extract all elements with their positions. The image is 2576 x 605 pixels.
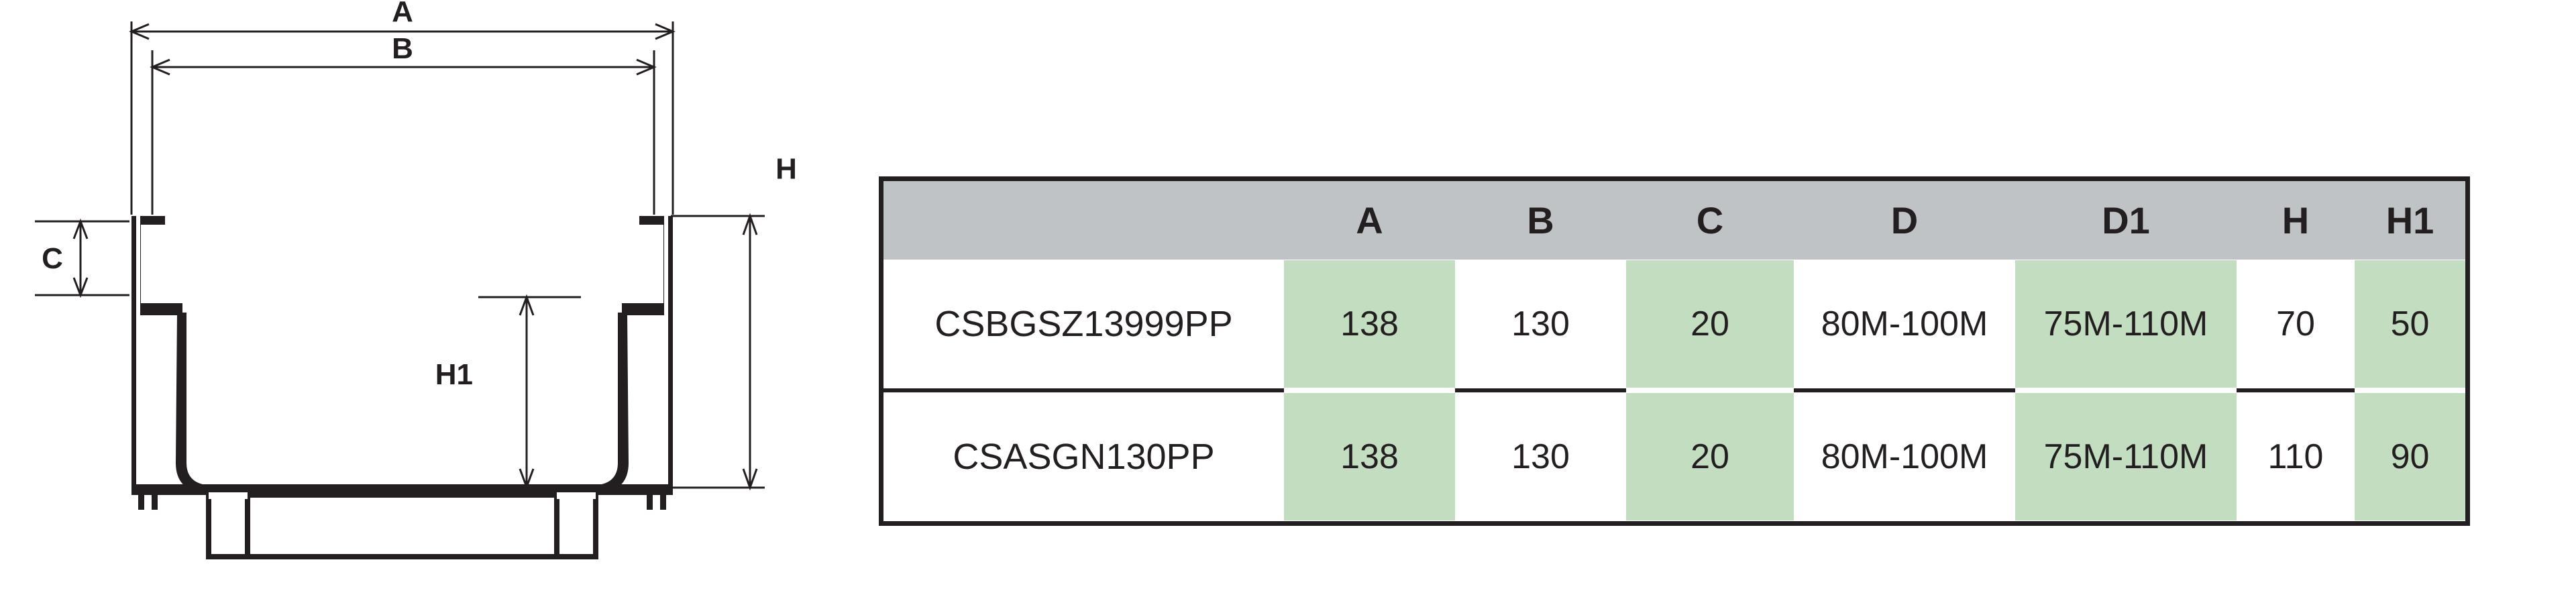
column-header-b: B [1455, 181, 1626, 260]
cell-a: 138 [1284, 390, 1455, 521]
column-header-a: A [1284, 181, 1455, 260]
dimension-line-b [150, 58, 657, 76]
table-row: CSBGSZ13999PP 138 130 20 80M-100M 75M-11… [883, 260, 2465, 390]
cell-d: 80M-100M [1794, 388, 2015, 521]
dimension-table: A B C D D1 H H1 CSBGSZ13999PP 138 130 20… [883, 181, 2465, 521]
base-foot-tab [138, 495, 144, 510]
dimension-label-a: A [392, 0, 413, 28]
cell-b-value: 130 [1455, 393, 1626, 520]
dimension-line-h [671, 213, 765, 491]
dimension-table-panel: A B C D D1 H H1 CSBGSZ13999PP 138 130 20… [879, 176, 2470, 526]
cell-model: CSBGSZ13999PP [883, 260, 1284, 390]
socket-notch-right [557, 492, 596, 499]
channel-cross-section-drawing: A B C [0, 0, 832, 605]
cell-h: 70 [2237, 260, 2355, 390]
cell-a-value: 138 [1284, 260, 1455, 388]
right-outer-wall [668, 216, 673, 488]
right-rim-profile [622, 216, 673, 314]
left-inner-wall [176, 313, 203, 493]
base-foot-tab [647, 495, 653, 510]
cell-c: 20 [1626, 260, 1794, 390]
column-header-h: H [2237, 181, 2355, 260]
dimension-line-h1 [478, 294, 581, 490]
left-ledge [140, 303, 182, 315]
cell-b: 130 [1455, 388, 1626, 521]
column-header-d1: D1 [2015, 181, 2237, 260]
cell-b: 130 [1455, 260, 1626, 390]
cell-model: CSASGN130PP [883, 388, 1284, 521]
dimension-label-h: H [775, 153, 797, 186]
table-header-row: A B C D D1 H H1 [883, 181, 2465, 260]
table-row: CSASGN130PP 138 130 20 80M-100M 75M-110M… [883, 388, 2465, 521]
left-rim-profile [131, 216, 182, 314]
cross-section-svg: A B C [35, 0, 797, 559]
cell-c-value: 20 [1626, 393, 1794, 520]
cell-d-value: 80M-100M [1794, 260, 2015, 388]
column-header-model [883, 181, 1284, 260]
cell-h1-value: 90 [2355, 393, 2465, 520]
dimension-line-a [129, 23, 676, 40]
cell-d1-value: 75M-110M [2015, 393, 2237, 520]
base-foot-tab [660, 495, 666, 510]
left-outer-wall [131, 216, 136, 488]
dimension-line-c [35, 218, 129, 298]
dimension-label-c: C [42, 242, 63, 275]
cell-a-value: 138 [1284, 393, 1455, 520]
column-header-c: C [1626, 181, 1794, 260]
right-inner-wall [602, 313, 629, 493]
right-ledge [622, 303, 664, 315]
cell-h: 110 [2237, 388, 2355, 521]
cell-h1: 90 [2355, 390, 2465, 521]
column-header-h1: H1 [2355, 181, 2465, 260]
cell-c-value: 20 [1626, 260, 1794, 388]
cell-d1: 75M-110M [2015, 260, 2237, 390]
cell-d: 80M-100M [1794, 260, 2015, 390]
column-header-d: D [1794, 181, 2015, 260]
cell-h-value: 70 [2237, 260, 2355, 388]
cell-h1-value: 50 [2355, 260, 2465, 388]
outlet-socket-box [206, 492, 598, 559]
dimension-label-h1: H1 [435, 358, 473, 391]
socket-notch-left [209, 492, 248, 499]
cell-h-value: 110 [2237, 393, 2355, 520]
cell-h1: 50 [2355, 260, 2465, 390]
cell-a: 138 [1284, 260, 1455, 390]
cell-b-value: 130 [1455, 260, 1626, 388]
cell-d1-value: 75M-110M [2015, 260, 2237, 388]
cell-d-value: 80M-100M [1794, 393, 2015, 520]
cell-c: 20 [1626, 390, 1794, 521]
dimension-label-b: B [392, 32, 413, 65]
cell-d1: 75M-110M [2015, 390, 2237, 521]
base-foot-tab [152, 495, 158, 510]
